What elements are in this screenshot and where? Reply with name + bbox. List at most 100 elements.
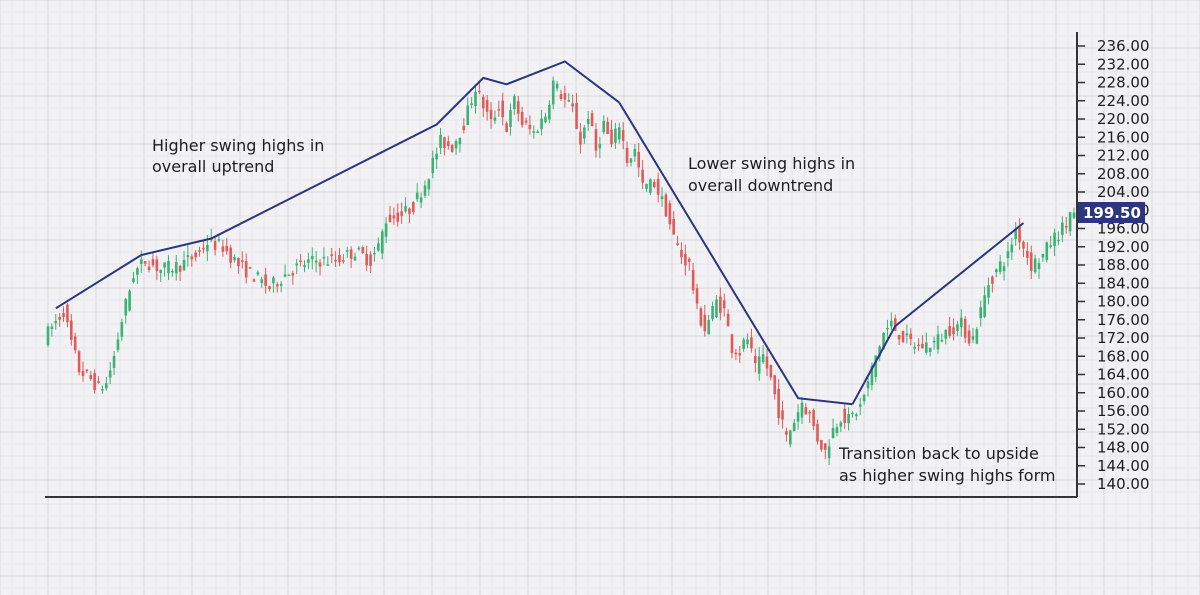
candle-down (365, 254, 368, 266)
candle-up (598, 143, 602, 149)
candle-down (89, 375, 93, 379)
candle-down (687, 258, 691, 262)
candle-up (1037, 262, 1041, 269)
candle-up (944, 329, 948, 339)
y-tick-label: 192.00 (1097, 238, 1150, 256)
candle-up (617, 127, 621, 140)
candle-down (921, 343, 924, 349)
candle-down (264, 274, 267, 286)
candle-down (408, 208, 411, 214)
candle-up (540, 118, 543, 130)
candle-up (870, 366, 874, 386)
candle-up (874, 355, 878, 378)
candle-up (532, 131, 536, 133)
candle-down (684, 253, 687, 266)
candle-down (1022, 241, 1025, 249)
y-tick-label: 212.00 (1097, 147, 1150, 165)
candle-up (303, 265, 306, 268)
candle-down (785, 431, 788, 435)
candle-down (579, 131, 582, 145)
candle-down (520, 111, 524, 126)
candle-down (450, 144, 454, 152)
y-tick-label: 148.00 (1097, 439, 1150, 457)
candle-up (435, 153, 438, 160)
candle-down (194, 252, 197, 258)
candle-up (555, 83, 559, 89)
candle-down (361, 247, 365, 253)
candle-down (641, 169, 644, 183)
candle-up (548, 104, 551, 120)
candle-down (73, 336, 77, 351)
candle-up (1010, 244, 1014, 253)
candle-up (1053, 232, 1056, 247)
candle-up (108, 370, 112, 378)
candle-up (1057, 239, 1060, 242)
candle-down (342, 260, 345, 262)
trendline-recovery (851, 222, 1025, 405)
candle-up (886, 327, 889, 330)
candle-up (182, 259, 186, 271)
candle-up (513, 96, 516, 110)
candle-up (757, 356, 761, 374)
candle-up (932, 340, 936, 343)
y-tick-label: 144.00 (1097, 457, 1150, 475)
candle-down (334, 259, 337, 262)
candle-down (396, 212, 400, 222)
candle-up (971, 336, 975, 340)
candle-up (454, 141, 458, 149)
y-tick-label: 168.00 (1097, 347, 1150, 365)
candle-up (112, 356, 116, 368)
candle-up (345, 250, 349, 252)
candle-down (241, 260, 244, 262)
candle-up (1033, 258, 1037, 273)
candle-down (497, 109, 501, 111)
candle-up (439, 135, 442, 149)
candle-down (672, 219, 676, 235)
y-tick-label: 164.00 (1097, 366, 1150, 384)
candle-up (940, 340, 944, 342)
candle-up (956, 324, 959, 331)
candle-up (551, 80, 555, 105)
candle-up (998, 261, 1002, 272)
candle-down (765, 356, 769, 369)
current-price-badge: 199.50 (1078, 202, 1145, 223)
candle-down (571, 103, 574, 107)
candle-up (878, 346, 881, 357)
candle-down (528, 124, 532, 129)
candle-down (338, 254, 341, 262)
candle-up (116, 339, 120, 350)
candle-down (843, 408, 847, 423)
candle-up (788, 430, 792, 445)
candle-up (835, 427, 839, 433)
candle-up (307, 259, 310, 263)
candle-down (412, 202, 415, 213)
current-price-badge-bg (1078, 202, 1145, 223)
candle-up (994, 269, 998, 273)
candle-up (272, 277, 275, 284)
candle-up (132, 278, 135, 283)
candle-up (742, 339, 745, 350)
candle-down (590, 113, 594, 127)
candle-down (948, 326, 951, 336)
candle-down (151, 259, 155, 266)
candle-down (237, 258, 240, 267)
candle-up (862, 394, 866, 402)
candle-up (567, 99, 571, 102)
candle-up (746, 339, 749, 345)
candle-up (46, 326, 50, 346)
candle-up (979, 307, 983, 319)
candle-down (275, 284, 279, 287)
candle-down (695, 288, 699, 304)
candle-up (404, 205, 407, 212)
candle-up (1002, 266, 1006, 272)
candle-down (77, 351, 81, 373)
candle-down (610, 129, 613, 145)
candle-down (81, 370, 85, 376)
candles-layer (46, 76, 1076, 465)
candle-up (890, 320, 893, 327)
candle-up (373, 252, 376, 255)
candle-down (202, 247, 205, 250)
candle-up (104, 383, 108, 389)
candle-down (823, 443, 827, 450)
candle-down (97, 381, 100, 383)
